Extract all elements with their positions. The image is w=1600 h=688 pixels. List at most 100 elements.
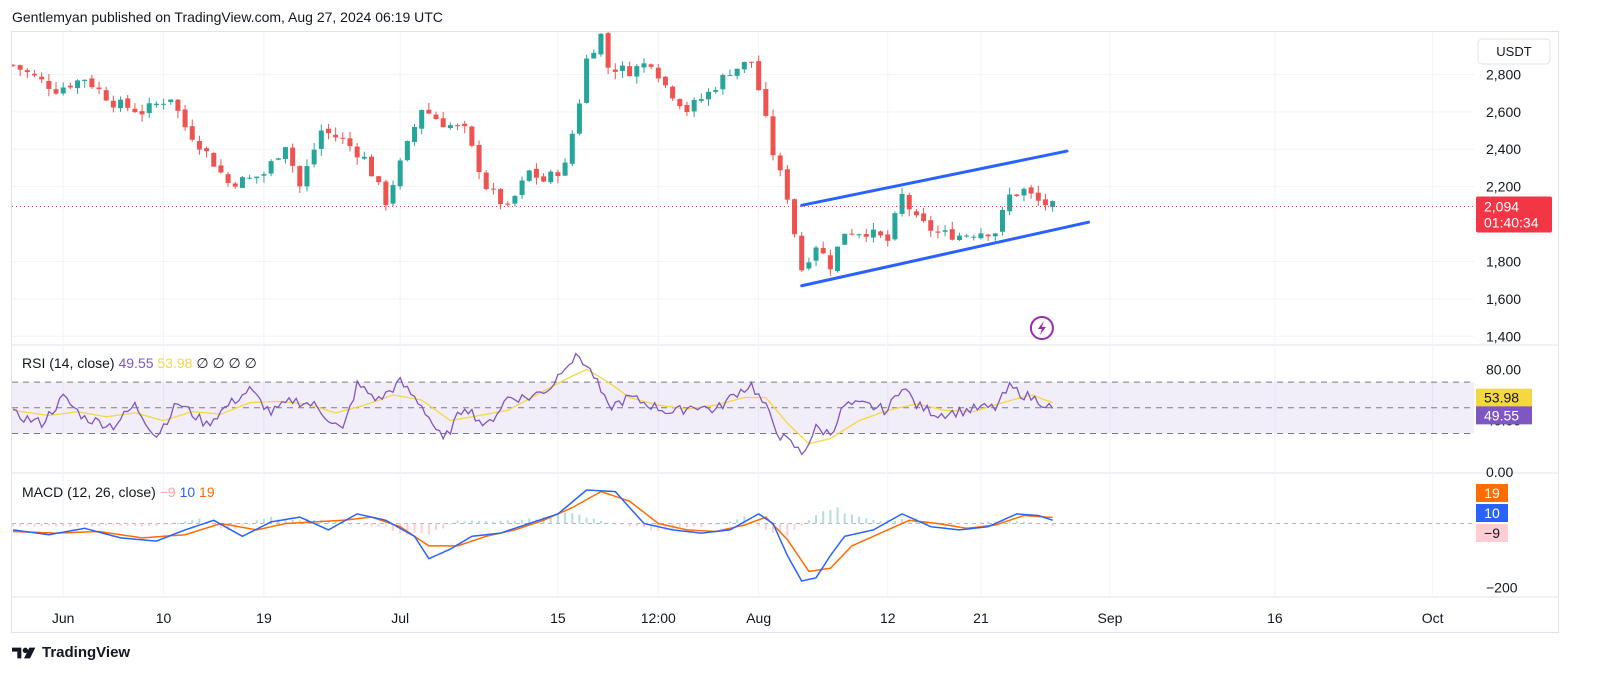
candle-body (713, 90, 719, 92)
macd-line (12, 489, 1053, 582)
candle-body (75, 80, 81, 89)
time-tick-label: 12:00 (641, 610, 676, 626)
candle-body (218, 165, 224, 173)
macd-hist-tag (1476, 524, 1508, 542)
candle-body (1035, 192, 1041, 201)
rsi-tick-label: 80.00 (1486, 361, 1521, 377)
brand-footer[interactable]: TradingView (12, 644, 130, 661)
macd-histogram-bar (521, 519, 524, 524)
candle-body (426, 109, 432, 114)
last-price-value: 2,094 (1484, 198, 1519, 214)
candle-body (196, 141, 202, 150)
macd-histogram-bar (420, 523, 423, 534)
macd-histogram-bar (26, 523, 29, 526)
macd-histogram-bar (148, 523, 151, 526)
macd-histogram-bar (829, 510, 832, 524)
candle-body (964, 235, 970, 237)
candle-body (820, 247, 826, 254)
candle-body (419, 109, 425, 129)
macd-histogram-bar (363, 523, 366, 526)
macd-histogram-bar (298, 520, 301, 524)
grid (12, 32, 1558, 598)
candle-body (978, 233, 984, 239)
macd-histogram-bar (463, 521, 466, 524)
candle-body (533, 168, 539, 178)
candle-body (598, 33, 604, 55)
chart-frame[interactable]: USDT 2,800 2,600 2,400 2,200 1,800 1,600 1,400 2… (10, 25, 1559, 633)
candle-body (304, 166, 310, 187)
macd-histogram-bar (951, 523, 954, 526)
candle-body (1014, 194, 1020, 197)
macd-histogram-bar (815, 515, 818, 524)
candle-body (849, 233, 855, 235)
macd-histogram-bar (327, 520, 330, 524)
candle-body (268, 161, 274, 174)
candle-body (512, 195, 518, 204)
candle-body (32, 73, 38, 76)
candle-body (648, 64, 654, 67)
macd-histogram-bar (19, 523, 22, 527)
macd-histogram-bar (994, 521, 997, 524)
macd-histogram-bar (965, 523, 968, 525)
candle-body (82, 79, 88, 81)
time-tick-label: 16 (1267, 610, 1283, 626)
candle-body (870, 229, 876, 238)
candle-body (232, 183, 238, 187)
candle-body (340, 137, 346, 139)
macd-histogram-bar (370, 523, 373, 527)
candle-body (548, 171, 554, 183)
macd-hist-tag-value: −9 (1484, 525, 1500, 541)
candle-body (376, 176, 382, 183)
candle-body (971, 236, 977, 238)
macd-histogram-bar (1044, 523, 1047, 525)
candle-body (806, 262, 812, 269)
candle-body (576, 103, 582, 134)
macd-histogram-bar (492, 521, 495, 524)
candle-body (992, 233, 998, 237)
macd-histogram-bar (255, 520, 258, 524)
macd-histogram-bar (836, 507, 839, 524)
macd-signal-line (12, 490, 1053, 573)
candle-body (161, 103, 167, 105)
candle-body (584, 58, 590, 103)
macd-histogram-bar (76, 523, 79, 527)
candle-body (921, 213, 927, 221)
candle-body (569, 133, 575, 164)
macd-histogram-bar (40, 523, 43, 527)
rsi-legend-part: 49.55 (118, 355, 157, 371)
macd-histogram-bar (843, 513, 846, 524)
macd-histogram-bar (442, 523, 445, 529)
candle-body (254, 176, 260, 179)
macd-histogram-bar (822, 511, 825, 524)
candle-body (118, 99, 124, 109)
macd-histogram-bar (126, 523, 129, 527)
candle-body (46, 81, 52, 89)
macd-histogram-bar (635, 523, 638, 527)
rsi-legend: RSI (14, close) 49.55 53.98 ∅ ∅ ∅ ∅ (22, 355, 257, 371)
candle-body (720, 75, 726, 90)
macd-histogram-bar (478, 520, 481, 524)
macd-histogram-bar (793, 523, 796, 530)
candle-body (863, 234, 869, 237)
time-axis: Jun 10 19 Jul 15 12:00 Aug 12 21 Sep 16 Oct (52, 610, 1444, 626)
macd-histogram-bar (642, 523, 645, 528)
candle-body (96, 87, 102, 90)
candle-body (756, 61, 762, 91)
macd-histogram-bar (786, 523, 789, 536)
macd-histogram-bar (248, 523, 251, 525)
candle-body (89, 78, 95, 88)
macd-histogram-bar (556, 513, 559, 524)
macd-legend-part: MACD (12, 26, close) (22, 484, 160, 500)
macd-histogram-bar (435, 523, 438, 530)
macd-histogram-bar (277, 519, 280, 524)
candle-body (225, 174, 231, 183)
candle-body (526, 170, 532, 181)
time-tick-label: 12 (880, 610, 896, 626)
candle-body (354, 146, 360, 158)
macd-histogram-bar (958, 523, 961, 525)
candle-body (67, 85, 73, 88)
candle-body (827, 255, 833, 270)
candle-body (498, 189, 504, 205)
macd-histogram-bar (141, 523, 144, 527)
chart-canvas[interactable]: USDT 2,800 2,600 2,400 2,200 1,800 1,600 1,400 2… (10, 25, 1558, 632)
